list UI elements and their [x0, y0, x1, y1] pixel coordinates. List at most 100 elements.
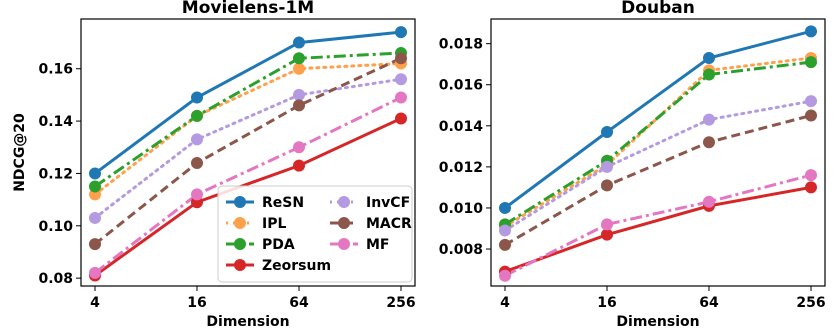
legend-marker-resn — [234, 196, 246, 208]
legend-label-invcf: InvCF — [366, 195, 410, 211]
legend-marker-pda — [234, 238, 246, 250]
y-tick-label: 0.012 — [439, 160, 483, 176]
data-point-pda — [89, 180, 101, 193]
plot-frame — [80, 18, 416, 287]
legend-marker-zeorsum — [234, 259, 246, 271]
x-tick-label: 256 — [796, 295, 825, 311]
data-point-macr — [805, 109, 817, 122]
data-point-invcf — [805, 95, 817, 108]
data-point-mf — [805, 169, 817, 182]
data-point-mf — [703, 195, 715, 208]
series-line-ipl — [93, 62, 403, 196]
y-tick-label: 0.16 — [38, 62, 73, 78]
x-tick-label: 4 — [90, 295, 100, 311]
legend-box — [217, 185, 413, 283]
chart-title: Douban — [621, 0, 695, 18]
legend-label-ipl: IPL — [262, 216, 286, 232]
series-line-resn — [94, 30, 402, 175]
data-point-zeorsum — [601, 228, 613, 241]
legend-label-zeorsum: Zeorsum — [262, 258, 331, 274]
series-line-resn — [504, 29, 812, 210]
data-point-invcf — [703, 113, 715, 126]
data-point-mf — [89, 266, 101, 279]
data-point-invcf — [191, 133, 203, 146]
legend-marker-ipl — [234, 217, 246, 229]
series-line-macr — [94, 56, 402, 246]
series-line-mf — [94, 96, 402, 275]
data-point-resn — [191, 91, 203, 104]
series-line-macr — [504, 114, 812, 247]
chart-panel-1: Douban 0.008 0.010 0.012 0.014 0.016 0.018 4 16 6… — [439, 0, 826, 330]
legend-label-pda: PDA — [262, 237, 295, 253]
legend: ReSN IPL PDA Zeorsum InvCF MACR MF — [217, 185, 413, 283]
x-tick-label: 64 — [289, 295, 309, 311]
data-point-macr — [703, 136, 715, 149]
y-tick-label: 0.10 — [38, 219, 73, 235]
x-tick-label: 4 — [500, 295, 510, 311]
data-point-pda — [703, 68, 715, 81]
plot-frame — [490, 18, 826, 287]
series-line-zeorsum — [504, 185, 812, 274]
data-point-mf — [499, 269, 511, 282]
y-tick-label: 0.018 — [439, 37, 483, 53]
series-line-mf — [504, 173, 812, 278]
chart-panel-0: Movielens-1M 0.08 0.10 0.12 0.14 0.16 4 16 64 256… — [12, 0, 416, 330]
series-line-invcf — [503, 99, 813, 232]
data-point-resn — [395, 26, 407, 39]
data-point-pda — [191, 109, 203, 122]
data-point-macr — [601, 179, 613, 192]
data-point-mf — [293, 141, 305, 154]
x-tick-label: 16 — [187, 295, 206, 311]
legend-label-mf: MF — [366, 237, 390, 253]
legend-label-resn: ReSN — [262, 195, 304, 211]
data-point-pda — [293, 52, 305, 65]
series-line-zeorsum — [94, 117, 402, 277]
data-point-invcf — [89, 211, 101, 224]
x-tick-label: 256 — [386, 295, 415, 311]
legend-label-macr: MACR — [366, 216, 412, 232]
data-point-zeorsum — [805, 181, 817, 194]
data-point-invcf — [293, 88, 305, 101]
data-point-macr — [293, 99, 305, 112]
chart-title: Movielens-1M — [182, 0, 314, 18]
data-point-invcf — [499, 224, 511, 237]
data-point-pda — [805, 56, 817, 69]
x-tick-label: 64 — [699, 295, 719, 311]
data-point-zeorsum — [395, 112, 407, 125]
y-tick-label: 0.010 — [439, 201, 484, 217]
data-point-resn — [499, 201, 511, 214]
data-point-resn — [703, 52, 715, 65]
series-line-invcf — [93, 77, 403, 220]
x-axis-label: Dimension — [206, 314, 289, 330]
y-tick-label: 0.008 — [439, 242, 483, 258]
y-axis-label: NDCG@20 — [12, 113, 28, 192]
y-tick-label: 0.016 — [439, 78, 483, 94]
y-tick-label: 0.12 — [38, 166, 73, 182]
data-point-ipl — [293, 62, 305, 75]
data-point-resn — [805, 25, 817, 38]
data-point-mf — [395, 91, 407, 104]
legend-marker-mf — [338, 238, 350, 250]
y-tick-label: 0.014 — [439, 119, 484, 135]
y-tick-label: 0.14 — [38, 114, 73, 130]
data-point-macr — [191, 156, 203, 169]
legend-marker-invcf — [338, 196, 350, 208]
series-line-pda — [94, 51, 402, 188]
legend-marker-macr — [338, 217, 350, 229]
x-axis-label: Dimension — [616, 314, 699, 330]
data-point-macr — [395, 52, 407, 65]
data-point-resn — [89, 167, 101, 180]
data-point-mf — [191, 188, 203, 201]
y-tick-label: 0.08 — [38, 271, 73, 287]
data-point-resn — [601, 125, 613, 138]
data-point-macr — [89, 238, 101, 251]
data-point-invcf — [601, 160, 613, 173]
data-point-invcf — [395, 73, 407, 86]
x-tick-label: 16 — [597, 295, 616, 311]
data-point-resn — [293, 36, 305, 49]
data-point-mf — [601, 218, 613, 231]
series-line-pda — [504, 60, 812, 226]
data-point-zeorsum — [293, 159, 305, 172]
data-point-macr — [499, 238, 511, 251]
